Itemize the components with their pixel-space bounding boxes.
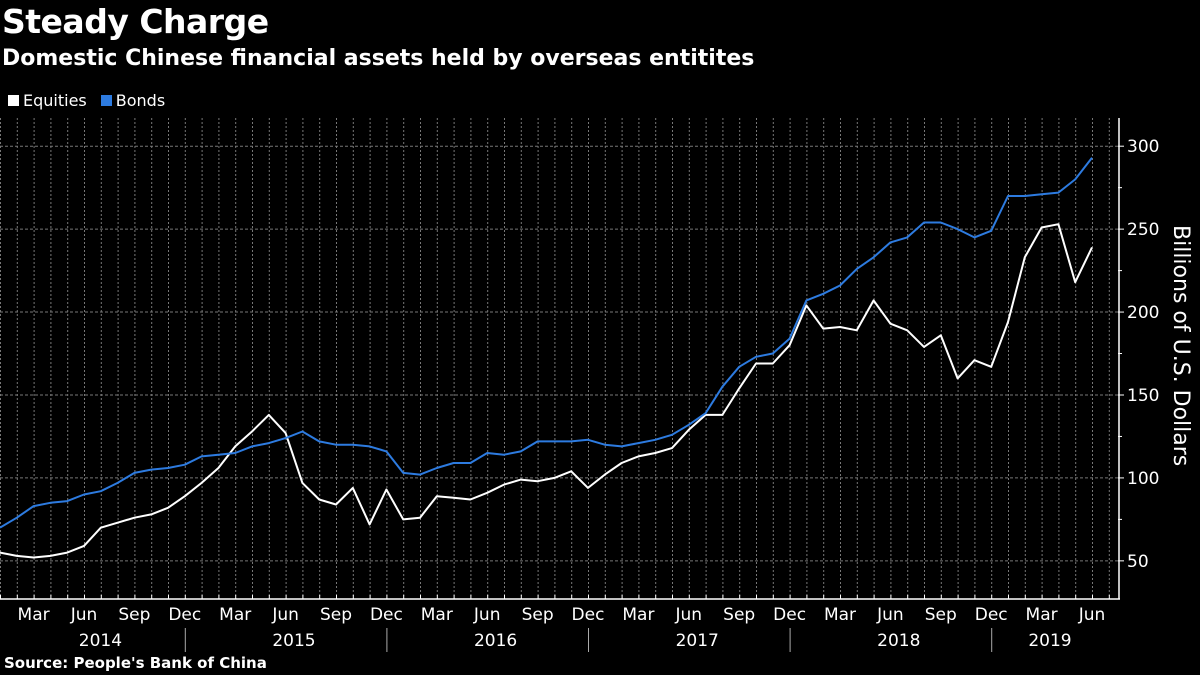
legend-item-bonds: Bonds (100, 91, 166, 110)
x-tick-label: Mar (18, 605, 50, 625)
series-line-bonds (0, 157, 1093, 529)
x-tick-label: Dec (975, 605, 1008, 625)
x-tick-label: Jun (876, 605, 904, 625)
x-tick-label: Jun (70, 605, 98, 625)
x-tick-label: Jun (271, 605, 299, 625)
y-tick-label: 300 (1127, 137, 1159, 157)
x-tick-label: Dec (773, 605, 806, 625)
y-tick-label: 50 (1127, 552, 1149, 572)
year-label: 2017 (676, 631, 719, 651)
y-tick-label: 150 (1127, 386, 1159, 406)
x-tick-label: Mar (824, 605, 856, 625)
axes: 50 100 150 200 250 300 Mar Jun Sep Dec Mar Jun Sep De… (0, 118, 1159, 652)
year-label: 2016 (474, 631, 517, 651)
legend-label-equities: Equities (23, 91, 87, 110)
x-tick-label: Jun (1078, 605, 1106, 625)
x-tick-label: Dec (370, 605, 403, 625)
x-tick-label: Mar (421, 605, 453, 625)
legend-swatch-bonds (100, 95, 112, 106)
year-label: 2015 (272, 631, 315, 651)
x-tick-label: Jun (675, 605, 703, 625)
series-line-equities (0, 223, 1093, 559)
x-tick-label: Mar (1026, 605, 1058, 625)
x-tick-label: Sep (522, 605, 554, 625)
x-tick-label: Mar (622, 605, 654, 625)
year-label: 2018 (877, 631, 920, 651)
y-tick-label: 250 (1127, 220, 1159, 240)
series-lines (0, 157, 1093, 559)
x-tick-label: Sep (925, 605, 957, 625)
year-label: 2014 (79, 631, 122, 651)
x-tick-label: Mar (219, 605, 251, 625)
legend-item-equities: Equities (8, 91, 87, 110)
grid (0, 118, 1118, 599)
legend-swatch-equities (8, 95, 19, 106)
x-tick-label: Sep (723, 605, 755, 625)
x-tick-label: Sep (118, 605, 150, 625)
x-tick-label: Dec (572, 605, 605, 625)
x-tick-label: Jun (473, 605, 501, 625)
y-tick-label: 100 (1127, 469, 1159, 489)
x-tick-label: Dec (168, 605, 201, 625)
legend-label-bonds: Bonds (115, 91, 166, 110)
year-label: 2019 (1028, 631, 1071, 651)
legend: Equities Bonds (8, 91, 165, 110)
x-tick-label: Sep (320, 605, 352, 625)
y-axis-label: Billions of U.S. Dollars (1168, 225, 1193, 466)
y-tick-label: 200 (1127, 303, 1159, 323)
chart-title: Steady Charge (2, 2, 269, 41)
chart-subtitle: Domestic Chinese financial assets held b… (2, 46, 755, 71)
source-note: Source: People's Bank of China (4, 654, 267, 672)
